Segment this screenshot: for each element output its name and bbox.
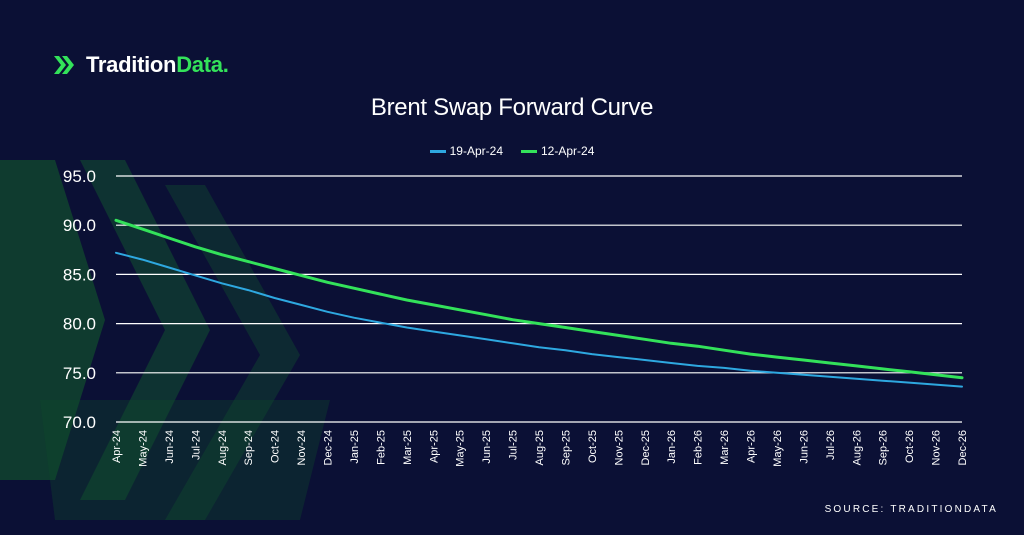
x-tick-label: Jan-26 — [666, 430, 678, 464]
x-tick-label: Oct-24 — [270, 430, 282, 463]
source-note: SOURCE: TRADITIONDATA — [824, 504, 998, 515]
x-tick-label: Sep-26 — [878, 430, 890, 465]
legend-item-12-apr: 12-Apr-24 — [521, 144, 594, 158]
x-tick-label: Jan-25 — [349, 430, 361, 464]
x-tick-label: Mar-26 — [719, 430, 731, 465]
legend-swatch-blue — [429, 149, 446, 153]
x-tick-label: Sep-25 — [560, 430, 572, 465]
x-tick-label: Dec-25 — [640, 430, 652, 465]
x-tick-label: Aug-24 — [217, 430, 229, 465]
bar-shape-bottom — [40, 400, 330, 520]
x-tick-label: Apr-25 — [428, 430, 440, 463]
tradition-logo-icon — [54, 56, 74, 74]
x-tick-label: Oct-26 — [904, 430, 916, 463]
x-tick-label: May-25 — [455, 430, 467, 467]
x-tick-label: Sep-24 — [243, 430, 255, 465]
y-tick-label: 95.0 — [63, 167, 96, 186]
brand-logo: TraditionData. — [52, 50, 229, 80]
x-tick-label: Nov-24 — [296, 430, 308, 465]
series-line-12-Apr-24 — [114, 218, 964, 380]
x-tick-label: Mar-25 — [402, 430, 414, 465]
chart-title: Brent Swap Forward Curve — [370, 94, 654, 121]
legend-item-19-apr: 19-Apr-24 — [429, 144, 503, 158]
series-line-19-Apr-24 — [115, 251, 963, 388]
x-tick-label: Dec-24 — [323, 430, 335, 465]
y-tick-label: 90.0 — [63, 216, 96, 235]
chevron-shape-mid — [80, 160, 210, 500]
legend-swatch-green — [521, 149, 537, 153]
chevron-shape-right — [165, 185, 300, 520]
chart-legend: 19-Apr-24 12-Apr-24 — [0, 144, 1024, 158]
chevron-shape-left — [0, 160, 105, 480]
x-tick-label: Jul-24 — [190, 430, 202, 460]
x-tick-label: Oct-25 — [587, 430, 599, 463]
x-tick-label: Aug-25 — [534, 430, 546, 465]
x-tick-label: May-24 — [137, 430, 149, 467]
x-tick-label: Nov-26 — [931, 430, 943, 465]
x-tick-label: Jul-25 — [508, 430, 520, 460]
x-tick-label: Jun-24 — [164, 430, 176, 464]
x-tick-label: Nov-25 — [613, 430, 625, 465]
x-tick-label: Feb-26 — [693, 430, 705, 465]
x-tick-label: Jul-26 — [825, 430, 837, 460]
legend-label: 12-Apr-24 — [541, 144, 595, 158]
x-tick-label: Apr-24 — [111, 430, 123, 463]
x-tick-label: Feb-25 — [375, 430, 387, 465]
brand-name: TraditionData. — [86, 52, 229, 77]
y-tick-label: 70.0 — [63, 413, 96, 432]
y-tick-label: 85.0 — [63, 265, 96, 284]
x-tick-label: Dec-26 — [957, 430, 969, 465]
x-tick-label: Aug-26 — [851, 430, 863, 465]
x-tick-label: Jun-26 — [798, 430, 810, 464]
x-tick-label: Apr-26 — [746, 430, 758, 463]
y-tick-label: 80.0 — [63, 315, 96, 334]
x-tick-label: Jun-25 — [481, 430, 493, 464]
x-tick-label: May-26 — [772, 430, 784, 467]
y-tick-label: 75.0 — [63, 364, 96, 383]
legend-label: 19-Apr-24 — [449, 144, 503, 158]
